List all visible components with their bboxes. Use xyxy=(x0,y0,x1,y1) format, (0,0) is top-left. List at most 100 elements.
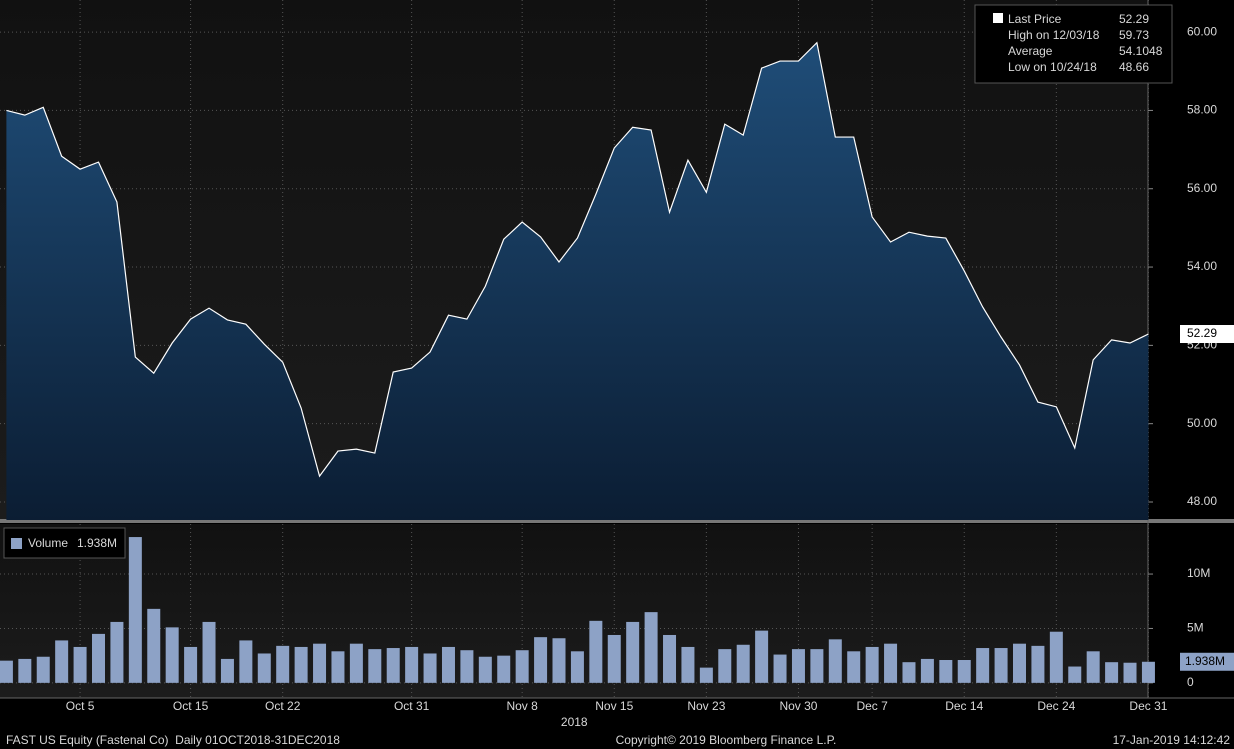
y-tick-label: 5M xyxy=(1187,621,1204,635)
legend-box xyxy=(3,527,126,559)
bar xyxy=(994,648,1008,683)
bar xyxy=(1123,662,1137,683)
legend-name: High on 12/03/18 xyxy=(1008,28,1100,42)
bar xyxy=(294,646,308,683)
bar xyxy=(202,621,216,683)
legend-name: Last Price xyxy=(1008,12,1062,26)
bar xyxy=(1031,645,1045,683)
y-tick-label: 58.00 xyxy=(1187,103,1217,117)
y-tick-label: 60.00 xyxy=(1187,24,1217,38)
bar xyxy=(423,653,437,683)
bar xyxy=(55,640,69,683)
bar xyxy=(644,612,658,683)
legend-value: 59.73 xyxy=(1119,28,1149,42)
bar xyxy=(92,633,105,683)
y-tick-label: 48.00 xyxy=(1187,494,1217,508)
bar xyxy=(773,654,787,683)
bar xyxy=(534,637,548,683)
x-tick-label: Dec 24 xyxy=(1037,699,1075,713)
legend-name: Average xyxy=(1008,44,1053,58)
x-tick-label: Dec 31 xyxy=(1129,699,1167,713)
bar xyxy=(515,650,529,683)
bar xyxy=(497,655,511,683)
bar xyxy=(460,650,474,683)
bar xyxy=(791,649,805,683)
legend-box xyxy=(974,4,1173,84)
bar xyxy=(313,643,327,683)
bar xyxy=(478,656,492,683)
bar xyxy=(718,649,732,683)
bar xyxy=(1141,661,1155,683)
bar xyxy=(663,634,677,683)
bar xyxy=(184,646,198,683)
footer-center: Copyright© 2019 Bloomberg Finance L.P. xyxy=(616,733,837,747)
bar xyxy=(1068,666,1082,683)
bar xyxy=(18,658,32,683)
bar xyxy=(607,634,621,683)
last-value-label: 1.938M xyxy=(1185,654,1225,668)
bar xyxy=(681,646,695,683)
bar xyxy=(349,643,363,683)
bar xyxy=(36,656,50,683)
bar xyxy=(1049,631,1063,683)
bar xyxy=(552,638,566,683)
legend-swatch xyxy=(993,13,1003,23)
x-tick-label: Dec 14 xyxy=(945,699,983,713)
x-tick-label: Dec 7 xyxy=(856,699,888,713)
y-tick-label: 54.00 xyxy=(1187,259,1217,273)
bar xyxy=(865,646,879,683)
bar xyxy=(331,651,345,683)
x-tick-label: Nov 30 xyxy=(779,699,817,713)
bar xyxy=(441,646,455,683)
y-tick-label: 50.00 xyxy=(1187,416,1217,430)
x-tick-label: Oct 15 xyxy=(173,699,209,713)
area-fill xyxy=(6,42,1149,520)
bar xyxy=(828,639,842,683)
bar xyxy=(368,649,382,683)
last-value-tag xyxy=(1180,652,1234,671)
legend-value: 54.1048 xyxy=(1119,44,1163,58)
bar xyxy=(1086,651,1100,683)
bar xyxy=(110,621,124,683)
x-tick-label: Oct 31 xyxy=(394,699,430,713)
bar xyxy=(976,648,990,683)
bar xyxy=(147,608,161,683)
bar xyxy=(810,649,824,683)
y-tick-label: 10M xyxy=(1187,566,1210,580)
x-tick-label: Oct 22 xyxy=(265,699,301,713)
last-value-tag xyxy=(1180,325,1234,344)
bar xyxy=(165,627,179,683)
x-tick-label: Oct 5 xyxy=(66,699,95,713)
bar xyxy=(73,646,87,683)
x-tick-label: Nov 8 xyxy=(506,699,538,713)
legend-value: 48.66 xyxy=(1119,60,1149,74)
bar xyxy=(589,620,603,683)
bar xyxy=(884,643,898,683)
y-tick-label: 0 xyxy=(1187,675,1194,689)
panel-divider xyxy=(0,519,1234,523)
x-tick-label: Nov 23 xyxy=(687,699,725,713)
bar xyxy=(276,645,290,683)
bar xyxy=(755,630,769,683)
bar xyxy=(957,660,971,683)
bar xyxy=(570,651,584,683)
bar xyxy=(386,648,400,683)
bar xyxy=(1105,662,1119,683)
price-line xyxy=(6,41,1149,478)
bar xyxy=(1013,643,1026,683)
legend-name: Low on 10/24/18 xyxy=(1008,60,1097,74)
bar xyxy=(220,658,234,683)
bar xyxy=(405,646,419,683)
bar xyxy=(128,537,142,683)
footer-right: 17-Jan-2019 14:12:42 xyxy=(1113,733,1231,747)
bar xyxy=(939,660,953,683)
legend-value: 1.938M xyxy=(77,536,117,550)
bar xyxy=(920,658,934,683)
bar xyxy=(0,660,13,683)
bar xyxy=(847,651,861,683)
bar xyxy=(699,667,713,683)
y-tick-label: 56.00 xyxy=(1187,181,1217,195)
bar xyxy=(902,662,916,683)
